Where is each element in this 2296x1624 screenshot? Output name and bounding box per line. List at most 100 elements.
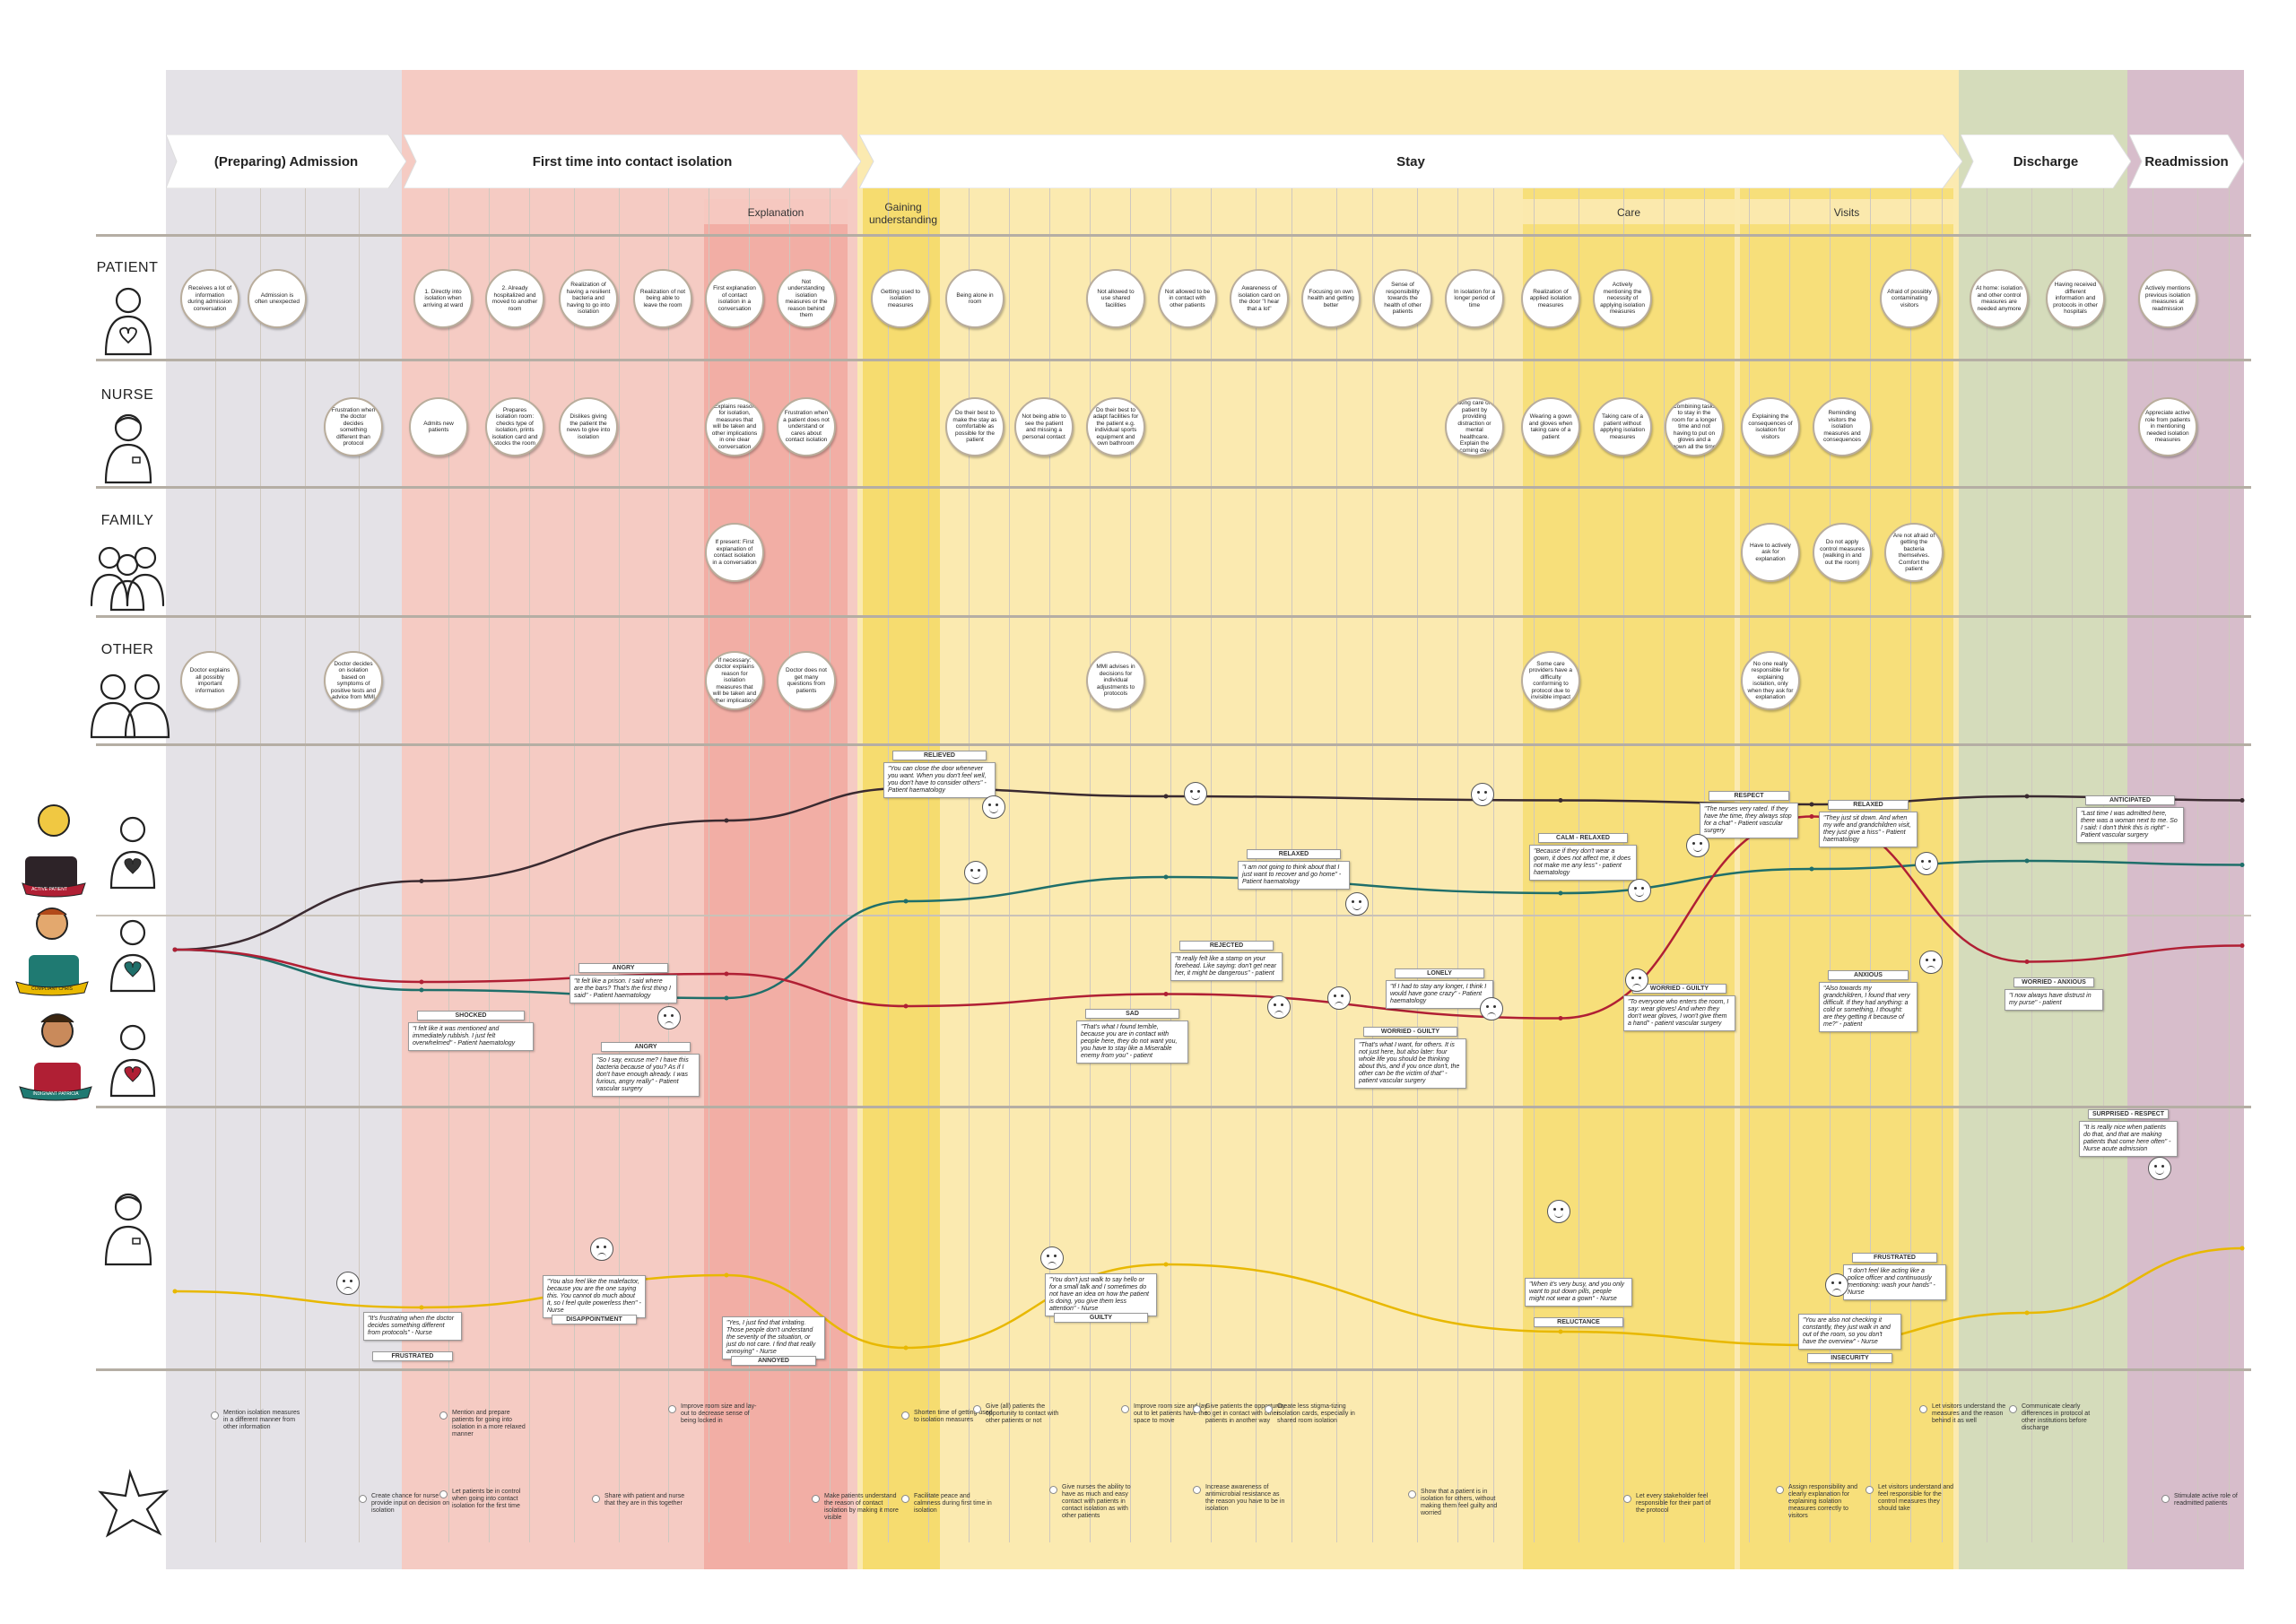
patient-quote: "Last time I was admitted here, there wa… [2076,807,2184,843]
nurse-quote: "You also feel like the malefactor, beca… [543,1275,646,1318]
nurse-quote: "Yes, I just find that irritating. Those… [722,1316,825,1359]
nurse-quote: "When it's very busy, and you only want … [1525,1278,1632,1307]
phase-label-first: First time into contact isolation [532,153,733,169]
subphase-visits: Visits [1833,206,1860,219]
emotion-face-icon [1686,834,1709,857]
subphase-gaining: Gaining understanding [868,201,938,226]
column-divider [2103,179,2104,1542]
patient-emotion-tag: RELAXED [1247,849,1341,859]
emotion-face-icon [964,861,987,884]
phase-arrow-first: First time into contact isolation [404,135,861,188]
opportunity-text: Create less stigma-tizing isolation card… [1277,1403,1355,1424]
divider-nurse [96,486,2251,489]
touchpoint-other: If necessary: doctor explains reason for… [705,651,764,710]
touchpoint-nurse: Do their best to make the stay as comfor… [945,397,1004,456]
emotion-face-icon [336,1272,360,1295]
touchpoint-patient: Admission is often unexpected [248,269,307,328]
nurse-quote: "It is really nice when patients do that… [2079,1121,2178,1157]
opportunity-dot [812,1495,820,1503]
touchpoint-patient: 1. Directly into isolation when arriving… [413,269,473,328]
care-header-bg [1523,199,1735,224]
patient-quote: "I am not going to think about that I ju… [1238,861,1350,890]
patient-emotion-tag: WORRIED - ANXIOUS [2013,977,2094,987]
opportunity-text: Stimulate active role of readmitted pati… [2174,1493,2238,1507]
opportunity-text: Give nurses the ability to have as much … [1062,1484,1131,1519]
touchpoint-nurse: Frustration when the doctor decides some… [324,397,383,456]
touchpoint-nurse: Admits new patients [409,397,468,456]
touchpoint-other: MMI advises in decisions for individual … [1086,651,1145,710]
emotion-face-icon [1919,951,1943,974]
patient-emotion-tag: ANGRY [601,1042,691,1052]
column-divider [2031,179,2032,1542]
column-divider [1009,179,1010,1542]
opportunity-dot [1866,1486,1874,1494]
opportunity-dot [359,1495,367,1503]
column-divider [489,179,490,1542]
emotion-face-icon [1267,995,1291,1019]
lane-label-other: OTHER [100,642,154,657]
touchpoint-patient: Awareness of isolation card on the door … [1230,269,1289,328]
touchpoint-patient: Actively mentions previous isolation mea… [2138,269,2197,328]
touchpoint-family: Have to actively ask for explanation [1741,523,1800,582]
nurse-quote: "It's frustrating when the doctor decide… [363,1312,462,1341]
touchpoint-nurse: Prepares isolation room: checks type of … [485,397,544,456]
touchpoint-patient: In isolation for a longer period of time [1445,269,1504,328]
column-divider [1372,179,1373,1542]
opportunity-dot [668,1405,676,1413]
patient-emotion-tag: WORRIED - GUILTY [1363,1027,1457,1037]
opportunity-text: Show that a patient is in isolation for … [1421,1489,1498,1516]
patient-emotion-tag: SAD [1085,1009,1179,1019]
opportunity-dot [1776,1486,1784,1494]
emotion-face-icon [1915,852,1938,875]
divider-persona-top [96,915,2251,916]
emotion-face-icon [1040,1246,1064,1270]
opportunity-dot [1193,1405,1201,1413]
column-divider [1910,179,1911,1542]
touchpoint-nurse: Not being able to see the patient and mi… [1014,397,1074,456]
nurse-emotion-tag: FRUSTRATED [372,1351,453,1361]
touchpoint-nurse: Appreciate active role from patients in … [2138,397,2197,456]
emotion-face-icon [1628,879,1651,902]
column-divider [260,179,261,1542]
opportunity-dot [439,1411,448,1420]
patient-quote: "I now always have distrust in my purse"… [2005,989,2103,1011]
column-divider [1090,179,1091,1542]
patient-quote: "Also towards my grandchildren, I found … [1819,982,1918,1032]
opportunity-dot [211,1411,219,1420]
patient-emotion-tag: ANGRY [578,963,668,973]
touchpoint-patient: Not allowed to use shared facilities [1086,269,1145,328]
touchpoint-patient: Sense of responsibility towards the heal… [1373,269,1432,328]
opportunity-dot [1193,1486,1201,1494]
column-divider [215,179,216,1542]
column-divider [1417,179,1418,1542]
emotion-face-icon [657,1006,681,1029]
opportunity-dot [973,1405,981,1413]
patient-quote: "That's what I want, for others. It is n… [1354,1038,1466,1089]
opportunity-dot [901,1495,909,1503]
persona-avatar-2 [15,908,89,996]
emotion-face-icon [1345,892,1369,916]
nurse-emotion-icon [104,1193,152,1266]
touchpoint-patient: Actively mentioning the necessity of app… [1593,269,1652,328]
persona-avatar-3 [19,1013,92,1101]
divider-emotions [96,1106,2251,1108]
visits-header-bg [1740,199,1953,224]
touchpoint-nurse: Do their best to adapt facilities for th… [1086,397,1145,456]
column-divider [2152,179,2153,1542]
opportunity-text: Let patients be in control when going in… [452,1489,521,1509]
column-divider [830,179,831,1542]
opportunity-star-icon [98,1469,170,1538]
persona-ribbon-label-1: ACTIVE PATIENT [31,887,67,892]
emotion-face-icon [2148,1157,2171,1180]
phase-label-preparing: (Preparing) Admission [213,153,359,169]
emotion-face-icon [1471,783,1494,806]
column-divider [668,179,669,1542]
patient-quote: "To everyone who enters the room, I say:… [1623,995,1735,1031]
opportunity-dot [592,1495,600,1503]
opportunity-text: Increase awareness of antimicrobial resi… [1205,1484,1285,1512]
touchpoint-patient: Being alone in room [945,269,1004,328]
divider-other [96,743,2251,746]
column-divider [2072,179,2073,1542]
emotion-face-icon [590,1238,613,1261]
opportunity-dot [2161,1495,2170,1503]
